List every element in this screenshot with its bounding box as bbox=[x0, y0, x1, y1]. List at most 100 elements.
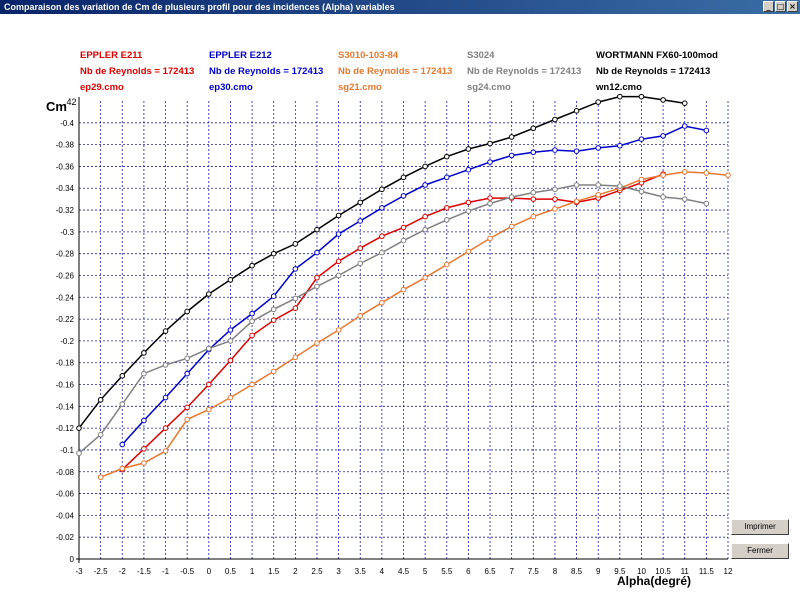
window-controls: _ □ × bbox=[763, 1, 798, 12]
data-point bbox=[270, 368, 277, 375]
data-point bbox=[162, 362, 169, 368]
data-point bbox=[357, 260, 364, 267]
close-button[interactable]: × bbox=[787, 1, 798, 12]
series-line bbox=[121, 173, 664, 471]
y-tick-label: -0.14 bbox=[56, 402, 75, 411]
x-tick-label: 9.5 bbox=[614, 567, 626, 576]
data-point bbox=[292, 266, 299, 272]
data-point bbox=[681, 123, 688, 129]
data-point bbox=[162, 328, 169, 334]
data-point bbox=[422, 182, 428, 188]
data-point bbox=[314, 340, 320, 346]
legend-reynolds: Nb de Reynolds = 172413 bbox=[596, 66, 711, 77]
y-tick-label: -0.4 bbox=[60, 119, 74, 128]
y-tick-label: -0.12 bbox=[56, 424, 75, 433]
legend-item-s3024: S3024 Nb de Reynolds = 172413 sg24.cmo bbox=[467, 48, 581, 96]
data-point bbox=[400, 237, 407, 244]
data-point bbox=[227, 357, 234, 364]
data-point bbox=[465, 146, 472, 152]
data-point bbox=[508, 134, 515, 140]
data-point bbox=[379, 249, 385, 256]
data-point bbox=[97, 396, 104, 403]
x-tick-label: 4 bbox=[380, 567, 385, 576]
x-tick-label: 9 bbox=[596, 567, 601, 576]
x-tick-label: 7 bbox=[509, 567, 514, 576]
data-point bbox=[573, 182, 580, 188]
data-point bbox=[487, 195, 493, 201]
data-point bbox=[141, 460, 147, 466]
x-tick-label: 6 bbox=[466, 567, 471, 576]
x-tick-label: 11.5 bbox=[699, 567, 715, 576]
data-point bbox=[249, 318, 255, 325]
data-point bbox=[97, 474, 104, 481]
legend-item-e211: EPPLER E211 Nb de Reynolds = 172413 ep29… bbox=[80, 48, 194, 96]
data-point bbox=[270, 306, 277, 313]
y-tick-label: -0.1 bbox=[60, 446, 74, 455]
data-point bbox=[314, 283, 320, 290]
minimize-button[interactable]: _ bbox=[763, 1, 774, 12]
data-point bbox=[617, 93, 623, 100]
data-point bbox=[357, 218, 364, 224]
data-point bbox=[162, 425, 169, 431]
y-tick-label: -0.04 bbox=[56, 511, 75, 520]
x-tick-label: -0.5 bbox=[180, 567, 194, 576]
data-point bbox=[97, 431, 104, 438]
data-point bbox=[292, 241, 299, 247]
x-tick-label: -2 bbox=[119, 567, 127, 576]
data-point bbox=[227, 394, 234, 401]
close-window-button[interactable]: Fermer bbox=[731, 543, 789, 559]
x-tick-label: 4.5 bbox=[398, 567, 410, 576]
x-tick-label: 3.5 bbox=[355, 567, 367, 576]
x-tick-label: -1 bbox=[162, 567, 170, 576]
maximize-button[interactable]: □ bbox=[775, 1, 786, 12]
data-point bbox=[681, 100, 688, 106]
data-point bbox=[270, 250, 277, 257]
x-tick-label: -2.5 bbox=[94, 567, 108, 576]
x-tick-label: 5.5 bbox=[441, 567, 453, 576]
data-point bbox=[660, 97, 666, 103]
cm-alpha-chart: -3 -2.5 -2 -1.5 -1 -0.5 0 0.5 1 1.5 2 2.5 3 3.5 4 4.5 5 5… bbox=[56, 93, 733, 576]
data-point bbox=[508, 223, 515, 230]
data-point bbox=[465, 248, 472, 255]
window-titlebar: Comparaison des variation de Cm de plusi… bbox=[0, 0, 800, 14]
x-tick-label: 6.5 bbox=[484, 567, 496, 576]
data-point bbox=[249, 310, 255, 317]
data-point bbox=[617, 183, 623, 189]
data-point bbox=[206, 381, 212, 388]
data-point bbox=[617, 142, 623, 149]
data-point bbox=[465, 208, 472, 214]
print-button[interactable]: Imprimer bbox=[731, 519, 789, 535]
y-tick-label: -0.08 bbox=[56, 468, 75, 477]
data-point bbox=[292, 295, 299, 302]
legend-name: S3024 bbox=[467, 50, 495, 61]
y-tick-label: -0.2 bbox=[60, 337, 74, 346]
data-point bbox=[357, 199, 364, 206]
data-point bbox=[141, 350, 147, 356]
series-line bbox=[100, 171, 729, 478]
x-tick-label: -1.5 bbox=[137, 567, 151, 576]
data-point bbox=[487, 140, 493, 147]
legend-name: EPPLER E211 bbox=[80, 50, 143, 61]
data-point bbox=[660, 172, 666, 178]
legend-reynolds: Nb de Reynolds = 172413 bbox=[80, 66, 195, 77]
x-tick-label: 5 bbox=[423, 567, 428, 576]
y-tick-label: -0.22 bbox=[56, 315, 75, 324]
data-point bbox=[530, 213, 537, 220]
data-point bbox=[335, 327, 342, 333]
x-tick-label: 10 bbox=[637, 567, 646, 576]
data-point bbox=[725, 172, 731, 178]
data-point bbox=[76, 425, 82, 431]
y-axis-top-label: .42 bbox=[64, 97, 77, 107]
legend-item-fx60: WORTMANN FX60-100mod Nb de Reynolds = 17… bbox=[596, 48, 718, 96]
legend-item-s3010: S3010-103-84 Nb de Reynolds = 172413 sg2… bbox=[338, 48, 452, 96]
data-point bbox=[141, 417, 147, 424]
data-point bbox=[465, 199, 472, 206]
data-point bbox=[335, 258, 342, 265]
legend-file: ep30.cmo bbox=[209, 82, 253, 93]
x-axis-label: Alpha(degré) bbox=[617, 574, 692, 588]
data-point bbox=[119, 465, 126, 472]
data-point bbox=[141, 446, 147, 452]
data-point bbox=[400, 224, 407, 231]
data-point bbox=[552, 196, 558, 202]
data-point bbox=[292, 354, 299, 361]
